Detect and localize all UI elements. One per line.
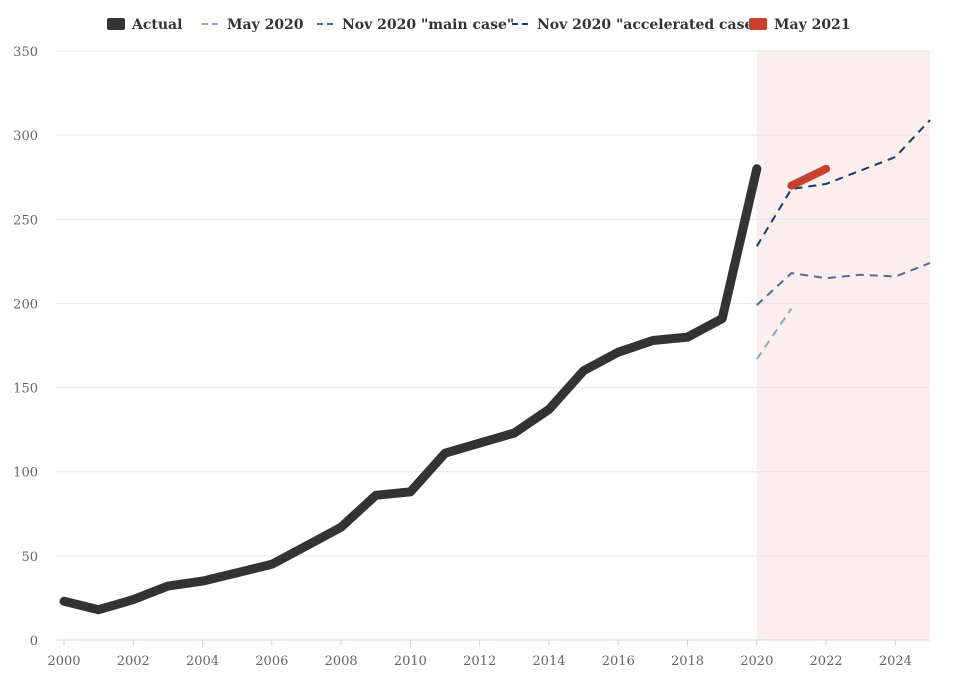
series-line-1 — [755, 307, 793, 360]
legend-label-2: Nov 2020 "main case" — [342, 17, 514, 33]
x-tick-label-2010: 2010 — [394, 654, 427, 669]
axis-layer: 0 50 100 150 200 250 300 350 2000 2002 2004 2006 200… — [13, 45, 930, 669]
x-tick-label-2000: 2000 — [47, 654, 80, 669]
y-tick-label-0: 0 — [30, 634, 38, 649]
x-tick-label-2020: 2020 — [740, 654, 773, 669]
x-tick-label-2018: 2018 — [671, 654, 704, 669]
x-tick-label-2014: 2014 — [532, 654, 565, 669]
x-tick-label-2016: 2016 — [602, 654, 635, 669]
series-layer — [59, 119, 931, 615]
x-tick-label-2002: 2002 — [117, 654, 150, 669]
x-tick-label-2008: 2008 — [325, 654, 358, 669]
y-tick-label-300: 300 — [13, 129, 38, 144]
legend: Actual May 2020 Nov 2020 "main case" Nov 20… — [107, 17, 851, 33]
legend-label-3: Nov 2020 "accelerated case" — [537, 17, 761, 33]
y-tick-label-250: 250 — [13, 213, 38, 228]
forecast-band-layer — [756, 51, 930, 640]
series-line-2 — [756, 262, 931, 306]
legend-symbol-4 — [749, 18, 767, 30]
x-tick-label-2012: 2012 — [463, 654, 496, 669]
series-line-4 — [787, 164, 831, 190]
x-tick-label-2022: 2022 — [810, 654, 843, 669]
legend-label-4: May 2021 — [774, 17, 851, 33]
y-tick-label-350: 350 — [13, 45, 38, 60]
x-tick-label-2024: 2024 — [879, 654, 912, 669]
grid-layer — [56, 50, 930, 557]
series-line-0 — [59, 164, 762, 615]
y-tick-label-50: 50 — [21, 550, 38, 565]
series-line-3 — [755, 119, 931, 247]
y-tick-label-150: 150 — [13, 382, 38, 397]
x-tick-label-2006: 2006 — [255, 654, 288, 669]
legend-symbol-0 — [107, 18, 125, 30]
legend-label-0: Actual — [131, 17, 182, 33]
forecast-band — [756, 51, 930, 640]
y-tick-label-100: 100 — [13, 466, 38, 481]
x-tick-label-2004: 2004 — [186, 654, 219, 669]
y-tick-label-200: 200 — [13, 297, 38, 312]
legend-label-1: May 2020 — [227, 17, 304, 33]
